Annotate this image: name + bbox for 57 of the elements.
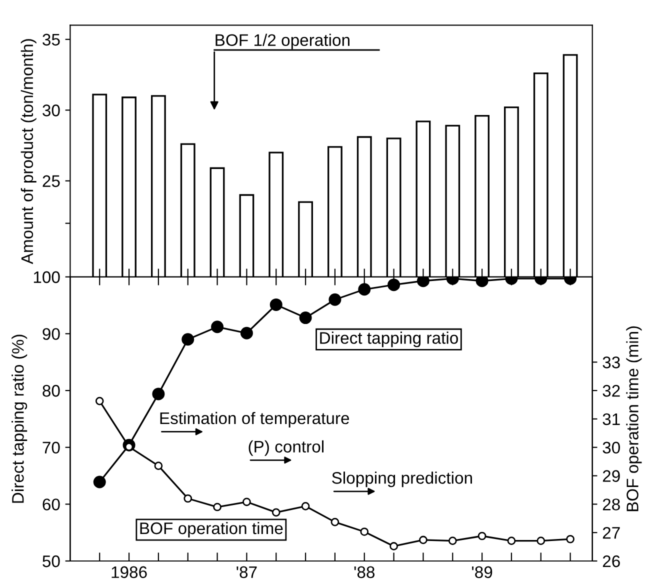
annotation: BOF 1/2 operation	[216, 34, 350, 50]
y2-tick-label: 27	[602, 526, 620, 539]
point	[272, 508, 280, 517]
x-tick-label: 1986	[112, 566, 147, 578]
y2-axis-title: BOF operation time (min)	[626, 326, 642, 512]
point	[478, 532, 486, 540]
y-tick-label: 25	[42, 175, 60, 188]
point	[301, 502, 310, 510]
y-axis-title: Amount of product (ton/month)	[20, 39, 36, 264]
y-tick-label: 35	[42, 34, 60, 46]
point	[536, 536, 546, 545]
point	[358, 283, 371, 296]
point	[270, 298, 282, 311]
y2-tick-label: 33	[602, 356, 620, 368]
y-tick-label: 80	[42, 384, 60, 397]
point	[476, 276, 488, 288]
point	[448, 536, 457, 545]
point	[154, 462, 163, 470]
y2-tick-label: 31	[602, 413, 620, 426]
point	[182, 333, 194, 346]
y-axis-title: Direct tapping ratio (%)	[12, 334, 28, 503]
point	[93, 476, 106, 488]
point	[242, 498, 251, 506]
point	[328, 293, 342, 306]
annotation: (P) control	[248, 440, 324, 456]
x-tick-label: '88	[354, 566, 375, 578]
y-tick-label: 50	[42, 555, 60, 568]
y2-tick-label: 32	[602, 384, 620, 397]
y-tick-label: 100	[34, 271, 60, 284]
point	[240, 326, 253, 340]
y2-tick-label: 30	[602, 442, 620, 454]
point	[566, 534, 574, 544]
point	[95, 396, 104, 406]
annotation: Slopping prediction	[332, 472, 472, 488]
y-tick-label: 90	[42, 328, 60, 340]
point	[211, 320, 224, 334]
point	[184, 494, 192, 503]
y2-tick-label: 29	[602, 470, 620, 482]
point	[213, 502, 222, 512]
y2-tick-label: 28	[602, 498, 620, 510]
x-tick-label: '89	[472, 566, 492, 578]
point	[330, 518, 340, 526]
series-label: BOF operation time	[140, 522, 283, 538]
point	[507, 536, 516, 545]
point	[416, 276, 430, 288]
point	[390, 542, 398, 550]
point	[152, 388, 165, 400]
y2-tick-label: 26	[602, 555, 620, 568]
y-tick-label: 30	[42, 104, 60, 116]
point	[360, 528, 369, 536]
y-tick-label: 70	[42, 442, 60, 454]
annotation: Estimation of temperature	[160, 412, 350, 428]
series-label: Direct tapping ratio	[320, 332, 458, 348]
x-tick-label: '87	[236, 566, 257, 578]
point	[299, 312, 312, 324]
point	[419, 536, 428, 544]
y-tick-label: 60	[42, 498, 60, 510]
